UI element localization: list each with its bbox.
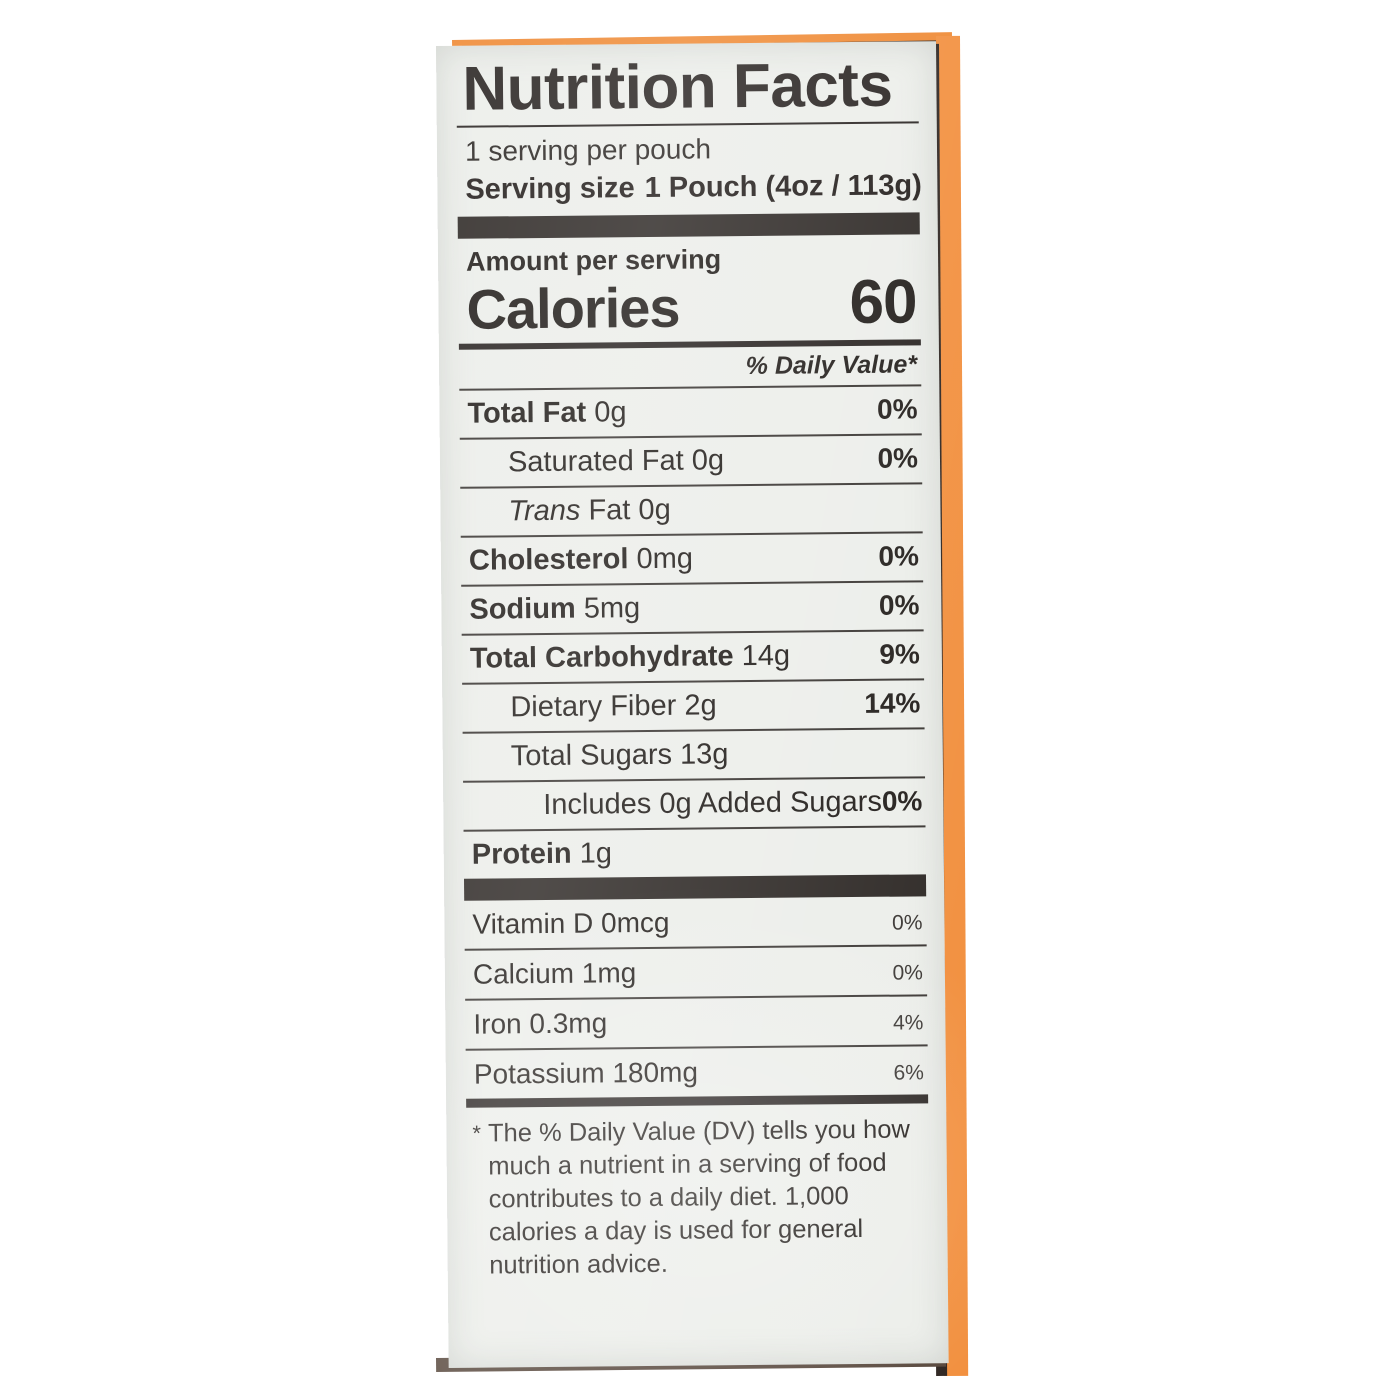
vitamin-row: Vitamin D 0mcg 0% bbox=[464, 896, 926, 948]
nutrient-name: Sodium 5mg bbox=[469, 591, 641, 626]
vitamin-row: Potassium 180mg 6% bbox=[466, 1046, 928, 1098]
nutrient-row: Trans Fat 0g bbox=[460, 484, 922, 535]
nutrient-row: Sodium 5mg 0% bbox=[461, 582, 923, 633]
footnote-text: The % Daily Value (DV) tells you how muc… bbox=[487, 1115, 910, 1280]
nutrient-amount: 0g bbox=[683, 443, 725, 477]
nutrient-row: Dietary Fiber 2g 14% bbox=[462, 680, 924, 731]
nutrient-amount: 2g bbox=[676, 688, 717, 722]
nutrient-row: Total Fat 0g 0% bbox=[459, 386, 921, 437]
nutrient-row: Cholesterol 0mg 0% bbox=[461, 533, 923, 584]
calories-row: Calories 60 bbox=[466, 266, 921, 341]
footnote: * The % Daily Value (DV) tells you how m… bbox=[472, 1113, 928, 1283]
nutrient-percent: 0% bbox=[878, 539, 920, 572]
nutrient-percent: 14% bbox=[864, 686, 921, 719]
nutrient-list: Total Fat 0g 0% Saturated Fat 0g 0% Trans Fa… bbox=[459, 386, 926, 878]
nutrient-amount: 14g bbox=[733, 639, 791, 672]
nutrient-name: Dietary Fiber 2g bbox=[510, 688, 717, 723]
serving-size-label: Serving size bbox=[465, 171, 635, 206]
nutrient-row: Saturated Fat 0g 0% bbox=[460, 435, 922, 486]
vitamin-percent: 0% bbox=[891, 910, 923, 935]
nutrient-amount: 1g bbox=[571, 836, 613, 870]
nutrient-name-italic: Trans bbox=[508, 494, 581, 527]
vitamin-percent: 0% bbox=[892, 960, 924, 985]
nutrient-row: Protein 1g bbox=[464, 827, 926, 878]
vitamin-row: Calcium 1mg 0% bbox=[465, 946, 927, 998]
nutrient-name: Includes 0g Added Sugars bbox=[543, 785, 883, 821]
nutrient-amount: 0g bbox=[630, 493, 671, 526]
nutrition-facts-panel: Nutrition Facts 1 serving per pouch Serv… bbox=[436, 41, 949, 1368]
nutrient-percent: 9% bbox=[879, 637, 921, 670]
vitamin-row: Iron 0.3mg 4% bbox=[465, 996, 927, 1048]
servings-per-container: 1 serving per pouch bbox=[464, 132, 712, 167]
vitamin-name: Vitamin D 0mcg bbox=[472, 906, 670, 940]
nutrient-amount: 0mg bbox=[628, 542, 694, 575]
nutrient-percent: 0% bbox=[876, 392, 918, 425]
calories-label: Calories bbox=[466, 275, 680, 341]
nutrient-name: Saturated Fat 0g bbox=[507, 443, 725, 478]
nutrient-row: Total Carbohydrate 14g 9% bbox=[462, 631, 924, 682]
page-title: Nutrition Facts bbox=[462, 50, 893, 124]
nutrient-percent: 0% bbox=[877, 441, 919, 474]
thick-divider-top bbox=[457, 211, 920, 239]
nutrient-name: Total Carbohydrate 14g bbox=[469, 639, 791, 675]
nutrient-percent: 0% bbox=[878, 588, 920, 621]
nutrient-name: Trans Fat 0g bbox=[508, 493, 671, 527]
serving-size-value: 1 Pouch (4oz / 113g) bbox=[644, 168, 922, 204]
vitamin-list: Vitamin D 0mcg 0% Calcium 1mg 0% Iron 0.3mg 4… bbox=[464, 896, 928, 1098]
nutrient-name: Total Sugars 13g bbox=[510, 737, 729, 772]
nutrient-amount: 5mg bbox=[575, 591, 641, 625]
nutrient-percent: 0% bbox=[881, 784, 923, 817]
nutrient-row: Total Sugars 13g bbox=[463, 729, 925, 780]
nutrient-name: Cholesterol 0mg bbox=[468, 542, 694, 577]
vitamin-name: Calcium 1mg bbox=[472, 956, 637, 990]
vitamin-percent: 6% bbox=[893, 1060, 924, 1085]
footnote-star: * bbox=[472, 1120, 482, 1146]
vitamin-name: Iron 0.3mg bbox=[473, 1006, 608, 1040]
nutrient-row: Includes 0g Added Sugars 0% bbox=[463, 778, 925, 829]
nutrient-name: Total Fat 0g bbox=[467, 395, 627, 430]
calories-value: 60 bbox=[849, 266, 917, 337]
serving-size-row: Serving size 1 Pouch (4oz / 113g) bbox=[465, 168, 922, 206]
nutrient-amount: 13g bbox=[671, 737, 729, 771]
nutrient-amount: 0g bbox=[586, 395, 627, 429]
vitamin-percent: 4% bbox=[892, 1010, 924, 1035]
vitamin-name: Potassium 180mg bbox=[473, 1056, 699, 1090]
nutrient-name: Protein 1g bbox=[471, 836, 613, 871]
daily-value-header: % Daily Value* bbox=[745, 349, 918, 380]
